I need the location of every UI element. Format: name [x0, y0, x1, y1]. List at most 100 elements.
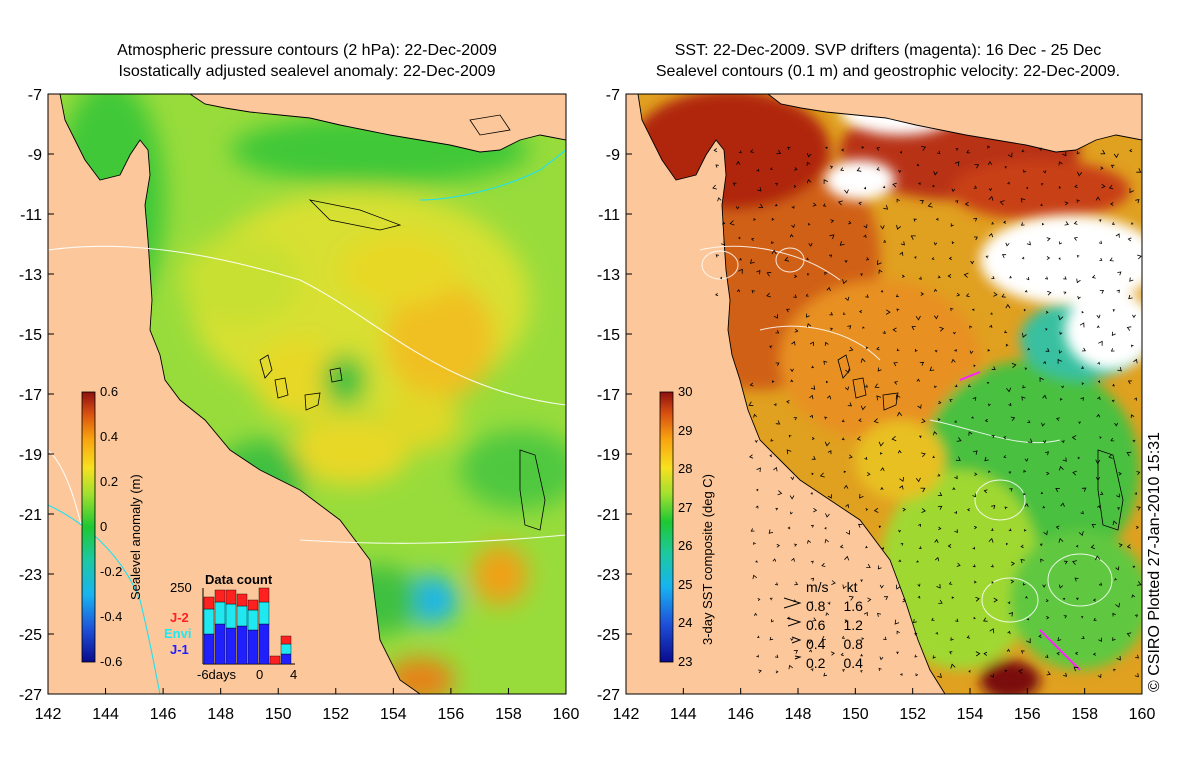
velocity-vector — [1096, 413, 1101, 418]
velocity-vector — [867, 597, 872, 603]
velocity-vector — [1041, 183, 1044, 186]
velocity-vector — [1110, 164, 1115, 169]
velocity-vector — [863, 187, 866, 190]
velocity-vector — [984, 418, 989, 423]
velocity-vector — [786, 400, 790, 404]
velocity-vector — [877, 612, 882, 617]
velocity-vector — [1027, 438, 1033, 443]
velocity-vector — [735, 206, 740, 210]
velocity-vector — [1126, 326, 1132, 331]
velocity-vector — [812, 202, 817, 207]
velocity-vector — [1098, 219, 1102, 222]
velocity-vector — [1110, 348, 1115, 352]
velocity-vector — [1130, 414, 1135, 419]
y-tick-label: -15 — [597, 327, 620, 344]
legend-j2: J-2 — [170, 610, 189, 625]
velocity-vector — [1007, 181, 1010, 185]
right-colorbar-label: 3-day SST composite (deg C) — [700, 474, 715, 645]
velocity-vector — [1007, 152, 1013, 158]
velocity-vector — [1099, 436, 1102, 439]
velocity-vector — [1108, 184, 1114, 190]
velocity-vector — [848, 346, 854, 352]
velocity-vector — [1075, 544, 1079, 548]
velocity-vector — [813, 507, 818, 513]
velocity-vector — [1129, 277, 1134, 282]
x-tick-label: 158 — [495, 706, 522, 723]
x-tick-label: 150 — [842, 706, 869, 723]
velocity-vector — [1045, 348, 1050, 352]
velocity-vector — [895, 294, 899, 298]
velocity-vector — [1079, 322, 1085, 328]
velocity-vector — [878, 667, 882, 671]
x-tick-label: 154 — [957, 706, 984, 723]
velocity-vector — [954, 348, 957, 352]
y-tick-label: -9 — [28, 147, 42, 164]
velocity-vector — [1062, 457, 1067, 462]
velocity-vector — [1018, 669, 1023, 674]
velocity-vector — [956, 562, 961, 567]
velocity-vector — [1038, 147, 1043, 151]
velocity-vector — [1116, 493, 1120, 498]
velocity-vector — [1076, 278, 1081, 284]
velocity-vector — [937, 505, 943, 510]
velocity-vector — [1077, 456, 1080, 460]
velocity-vector — [984, 456, 989, 462]
velocity-vector — [1045, 599, 1049, 602]
velocity-vector — [856, 436, 861, 441]
velocity-vector — [828, 254, 833, 258]
velocity-vector — [848, 595, 854, 601]
velocity-vector — [896, 651, 899, 655]
x-tick-label: 152 — [899, 706, 926, 723]
velocity-vector — [789, 511, 793, 515]
velocity-vector — [934, 538, 939, 544]
histogram-bar — [236, 625, 248, 665]
velocity-vector — [974, 164, 980, 169]
velocity-vector — [1042, 222, 1045, 226]
velocity-vector — [752, 574, 757, 580]
velocity-vector — [965, 293, 970, 297]
velocity-vector — [824, 271, 828, 276]
velocity-vector — [952, 487, 956, 491]
velocity-vector — [755, 505, 759, 509]
velocity-vector — [841, 635, 845, 639]
velocity-vector — [937, 673, 942, 678]
histogram-xlabel-start: -6days — [197, 667, 237, 682]
velocity-vector — [1076, 597, 1079, 601]
velocity-vector — [738, 236, 741, 240]
velocity-vector — [1003, 220, 1007, 224]
velocity-vector — [770, 438, 774, 442]
velocity-vector — [1046, 471, 1050, 476]
velocity-vector — [966, 635, 971, 639]
velocity-vector — [988, 470, 991, 473]
velocity-vector — [1020, 558, 1025, 564]
velocity-vector — [987, 348, 991, 352]
velocity-vector — [1020, 222, 1025, 226]
velocity-vector — [841, 148, 845, 152]
velocity-vector — [973, 217, 978, 222]
velocity-vector — [991, 366, 996, 370]
velocity-vector — [1040, 558, 1044, 563]
velocity-vector — [1114, 577, 1117, 581]
velocity-vector — [880, 467, 885, 472]
velocity-vector — [775, 670, 779, 674]
velocity-vector — [789, 233, 794, 238]
x-tick-label: 156 — [1014, 706, 1041, 723]
velocity-vector — [990, 564, 994, 568]
velocity-vector — [808, 223, 811, 226]
velocity-vector — [1020, 544, 1024, 549]
velocity-vector — [1001, 293, 1006, 298]
velocity-vector — [933, 431, 938, 436]
velocity-vector — [947, 274, 952, 279]
velocity-vector — [1057, 637, 1062, 642]
velocity-vector — [1095, 476, 1101, 481]
velocity-vector — [970, 260, 975, 265]
velocity-vector — [983, 617, 988, 622]
velocity-vector — [1047, 290, 1052, 296]
velocity-vector — [955, 618, 959, 622]
velocity-vector — [825, 146, 828, 150]
velocity-vector — [806, 273, 810, 276]
velocity-vector — [1132, 439, 1136, 443]
velocity-vector — [1058, 186, 1062, 189]
velocity-vector — [811, 472, 814, 476]
velocity-vector — [1059, 397, 1063, 401]
